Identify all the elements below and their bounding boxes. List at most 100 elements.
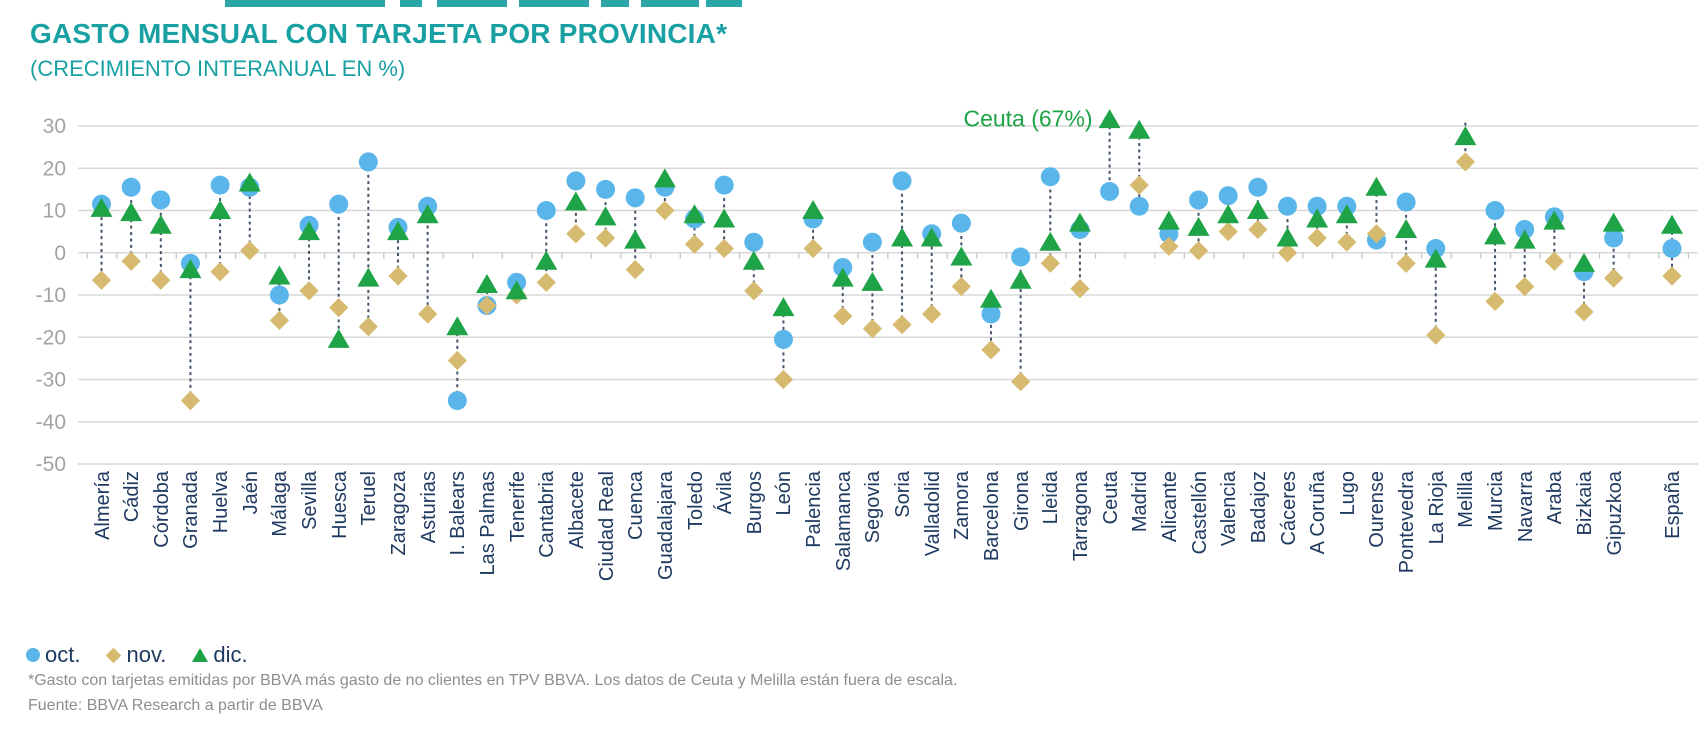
x-axis-label: Zaragoza — [388, 471, 410, 556]
nov-marker — [1070, 279, 1090, 299]
y-axis-tick-label: -10 — [36, 284, 66, 307]
nov-marker — [595, 228, 616, 248]
x-axis-label: Tarragona — [1069, 471, 1092, 562]
dic-marker — [653, 168, 676, 188]
nov-marker — [1515, 276, 1535, 297]
dic-marker — [1484, 225, 1507, 245]
legend-item-dic: dic. — [192, 642, 248, 668]
dic-marker — [1217, 204, 1240, 224]
dic-marker — [120, 202, 143, 222]
dic-marker — [1009, 269, 1032, 289]
x-axis-label: Madrid — [1129, 471, 1152, 533]
oct-marker — [358, 152, 378, 172]
x-axis-label: Almería — [91, 471, 114, 540]
oct-marker — [773, 329, 793, 349]
dic-marker — [179, 259, 202, 279]
x-axis-label: Girona — [1010, 471, 1033, 532]
dic-marker — [298, 221, 321, 241]
oct-marker — [744, 232, 764, 252]
x-axis-label: Tenerife — [506, 471, 529, 543]
x-axis-label: Cuenca — [625, 471, 648, 540]
nov-marker — [684, 234, 705, 254]
chart-legend: oct. nov. dic. — [26, 642, 274, 668]
x-axis-label: Toledo — [684, 471, 707, 530]
nov-marker — [121, 251, 141, 271]
dic-marker — [268, 265, 291, 285]
oct-marker — [1604, 228, 1624, 248]
dic-marker — [1068, 212, 1091, 232]
dic-marker — [357, 267, 380, 287]
x-axis-label: I. Balears — [447, 471, 470, 556]
x-axis-label: Las Palmas — [476, 471, 499, 576]
y-axis-tick-label: 30 — [43, 115, 66, 138]
x-axis-label: Cádiz — [121, 471, 144, 523]
nov-marker — [1574, 302, 1594, 322]
nov-marker — [1485, 291, 1505, 311]
x-axis-label: Córdoba — [150, 471, 173, 548]
x-axis-label: Ávila — [714, 471, 737, 515]
dic-marker — [1276, 227, 1299, 247]
dic-marker — [683, 204, 706, 224]
oct-marker — [269, 285, 289, 305]
nov-marker — [803, 238, 823, 259]
oct-marker — [151, 190, 171, 210]
x-axis-label: Teruel — [358, 471, 381, 526]
legend-label: oct. — [45, 642, 81, 667]
offscale-annotation: Ceuta (67%) — [963, 106, 1092, 132]
dic-triangle-icon — [192, 648, 209, 662]
nov-marker — [1396, 253, 1416, 273]
y-axis-tick-label: 0 — [54, 242, 66, 265]
x-axis-label: Guadalajara — [654, 471, 677, 580]
dic-marker — [149, 214, 172, 234]
x-axis-label: Melilla — [1455, 471, 1478, 528]
oct-marker — [1278, 196, 1297, 216]
nov-marker — [1366, 224, 1387, 244]
x-axis-label: Soria — [892, 471, 915, 518]
dic-marker — [387, 221, 409, 241]
dic-marker — [772, 297, 795, 317]
x-axis-label: Burgos — [743, 471, 766, 535]
nov-marker — [1426, 325, 1446, 345]
dic-marker — [327, 328, 350, 348]
y-axis-tick-label: -30 — [36, 369, 66, 392]
dic-marker — [209, 200, 232, 219]
nov-marker — [151, 270, 171, 290]
dic-marker — [416, 204, 439, 224]
x-axis-label: Zamora — [951, 471, 974, 540]
oct-marker — [1248, 177, 1268, 197]
dic-marker — [1157, 210, 1180, 230]
nov-marker — [329, 298, 349, 318]
dic-marker — [1661, 214, 1683, 234]
plot-area: 30 20 10 0 -10 -20 -30 -40 -50 Ceuta (67%) — [0, 95, 1706, 476]
x-axis-label: Gipuzkoa — [1603, 471, 1626, 556]
dic-marker — [1602, 212, 1625, 232]
oct-marker — [1307, 196, 1327, 216]
dic-marker — [1187, 216, 1210, 236]
nov-marker — [1662, 266, 1682, 286]
dic-marker — [1335, 204, 1358, 224]
nov-marker — [862, 319, 883, 339]
oct-marker — [1485, 201, 1505, 220]
nov-marker — [1307, 228, 1327, 248]
oct-marker — [892, 171, 912, 191]
dic-marker — [1365, 176, 1388, 196]
chart-subtitle: (CRECIMIENTO INTERANUAL EN %) — [30, 56, 406, 81]
nov-marker — [1544, 251, 1564, 271]
dic-marker — [90, 197, 113, 217]
nov-marker — [951, 276, 971, 297]
dic-marker — [861, 271, 884, 291]
x-axis-label: Badajoz — [1247, 471, 1270, 544]
oct-marker — [1129, 196, 1149, 216]
oct-marker — [714, 175, 734, 195]
x-axis-label: Valladolid — [921, 471, 944, 557]
dic-marker — [564, 191, 587, 211]
oct-marker — [1040, 167, 1060, 187]
dic-marker — [1395, 219, 1418, 239]
nov-marker — [1218, 222, 1238, 242]
x-axis-label: Granada — [180, 471, 203, 549]
nov-marker — [240, 241, 260, 261]
y-axis-tick-label: 10 — [43, 200, 66, 223]
oct-marker — [210, 175, 230, 195]
x-axis-label: Alicante — [1158, 471, 1181, 543]
x-axis-label: Valencia — [1218, 471, 1241, 547]
